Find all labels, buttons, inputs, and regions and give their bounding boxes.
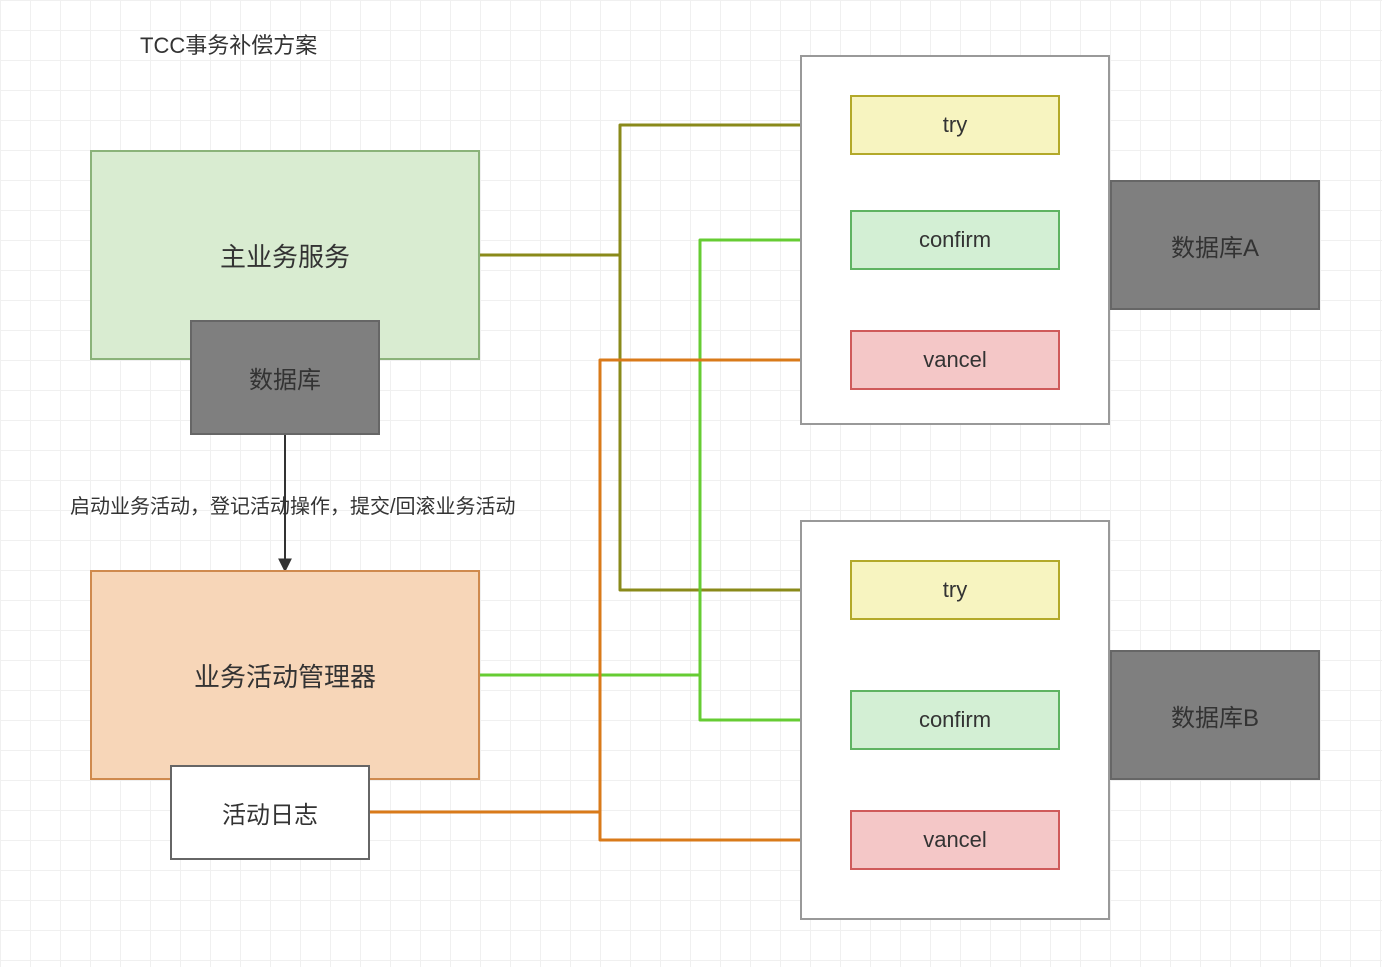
node-confirm-b: confirm xyxy=(850,690,1060,750)
node-label-db-a: 数据库A xyxy=(1171,228,1259,263)
node-vancel-a: vancel xyxy=(850,330,1060,390)
node-db-b: 数据库B xyxy=(1110,650,1320,780)
node-label-db-b: 数据库B xyxy=(1171,698,1259,733)
node-label-try-a: try xyxy=(943,112,967,138)
node-main-db: 数据库 xyxy=(190,320,380,435)
node-try-b: try xyxy=(850,560,1060,620)
diagram-title: TCC事务补偿方案 xyxy=(140,28,317,60)
node-try-a: try xyxy=(850,95,1060,155)
node-label-try-b: try xyxy=(943,577,967,603)
node-activity-manager: 业务活动管理器 xyxy=(90,570,480,780)
node-label-main-db: 数据库 xyxy=(249,360,321,395)
node-label-vancel-b: vancel xyxy=(923,827,987,853)
node-label-confirm-a: confirm xyxy=(919,227,991,253)
node-db-a: 数据库A xyxy=(1110,180,1320,310)
node-label-vancel-a: vancel xyxy=(923,347,987,373)
node-label-main-service: 主业务服务 xyxy=(220,237,350,274)
node-label-activity-log: 活动日志 xyxy=(222,795,318,830)
node-label-activity-manager: 业务活动管理器 xyxy=(194,657,376,694)
edge-label-lbl-start-activity: 启动业务活动，登记活动操作，提交/回滚业务活动 xyxy=(70,490,516,519)
node-label-confirm-b: confirm xyxy=(919,707,991,733)
node-activity-log: 活动日志 xyxy=(170,765,370,860)
node-confirm-a: confirm xyxy=(850,210,1060,270)
node-vancel-b: vancel xyxy=(850,810,1060,870)
